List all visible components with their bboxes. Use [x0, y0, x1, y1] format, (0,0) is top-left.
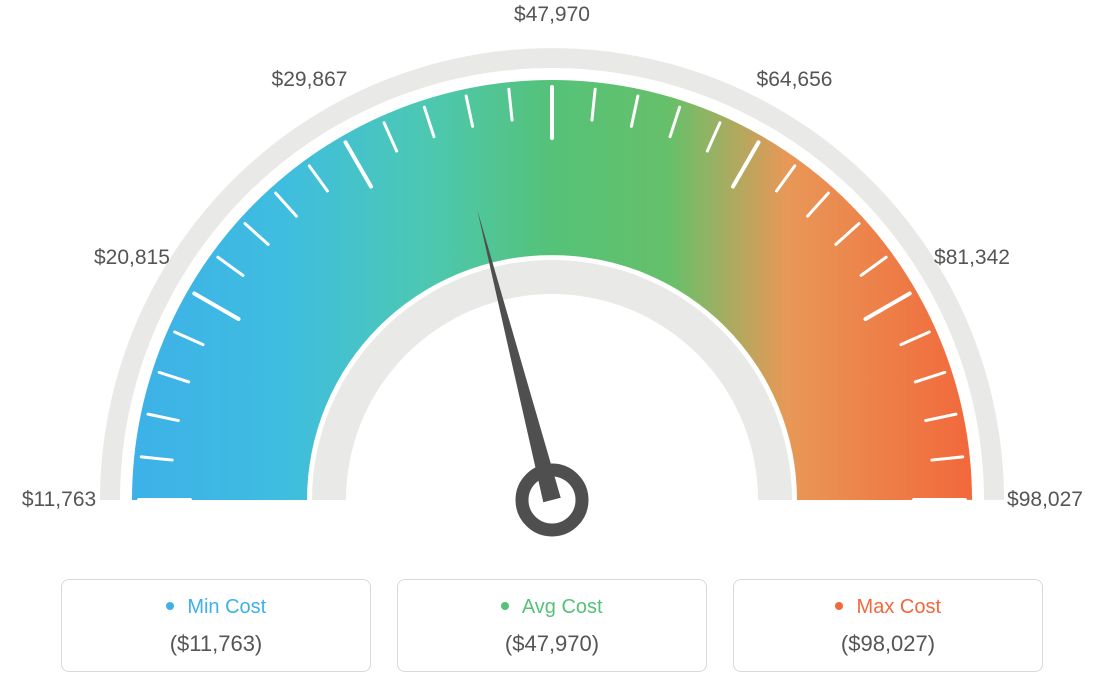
- legend-title-avg: Avg Cost: [408, 596, 696, 619]
- gauge-svg: [0, 0, 1104, 560]
- gauge-area: $11,763 $20,815 $29,867 $47,970 $64,656 $81,3…: [0, 0, 1104, 560]
- bullet-icon: [835, 602, 843, 610]
- gauge-tick-label: $29,867: [272, 68, 348, 92]
- gauge-tick-label: $20,815: [94, 246, 170, 270]
- gauge-tick-label: $98,027: [1007, 488, 1083, 512]
- legend-value-max: ($98,027): [744, 631, 1032, 657]
- legend-value-avg: ($47,970): [408, 631, 696, 657]
- legend-card-min: Min Cost ($11,763): [61, 579, 371, 672]
- gauge-tick-label: $64,656: [757, 68, 833, 92]
- legend-title-text: Max Cost: [857, 596, 941, 618]
- bullet-icon: [501, 602, 509, 610]
- legend-value-min: ($11,763): [72, 631, 360, 657]
- legend-row: Min Cost ($11,763) Avg Cost ($47,970) Ma…: [0, 579, 1104, 672]
- gauge-tick-label: $47,970: [514, 3, 590, 27]
- legend-title-max: Max Cost: [744, 596, 1032, 619]
- legend-card-max: Max Cost ($98,027): [733, 579, 1043, 672]
- gauge-tick-label: $11,763: [22, 488, 96, 512]
- legend-card-avg: Avg Cost ($47,970): [397, 579, 707, 672]
- legend-title-min: Min Cost: [72, 596, 360, 619]
- bullet-icon: [166, 602, 174, 610]
- gauge-tick-label: $81,342: [934, 246, 1010, 270]
- legend-title-text: Avg Cost: [522, 596, 603, 618]
- legend-title-text: Min Cost: [187, 596, 266, 618]
- cost-gauge-chart: $11,763 $20,815 $29,867 $47,970 $64,656 $81,3…: [0, 0, 1104, 690]
